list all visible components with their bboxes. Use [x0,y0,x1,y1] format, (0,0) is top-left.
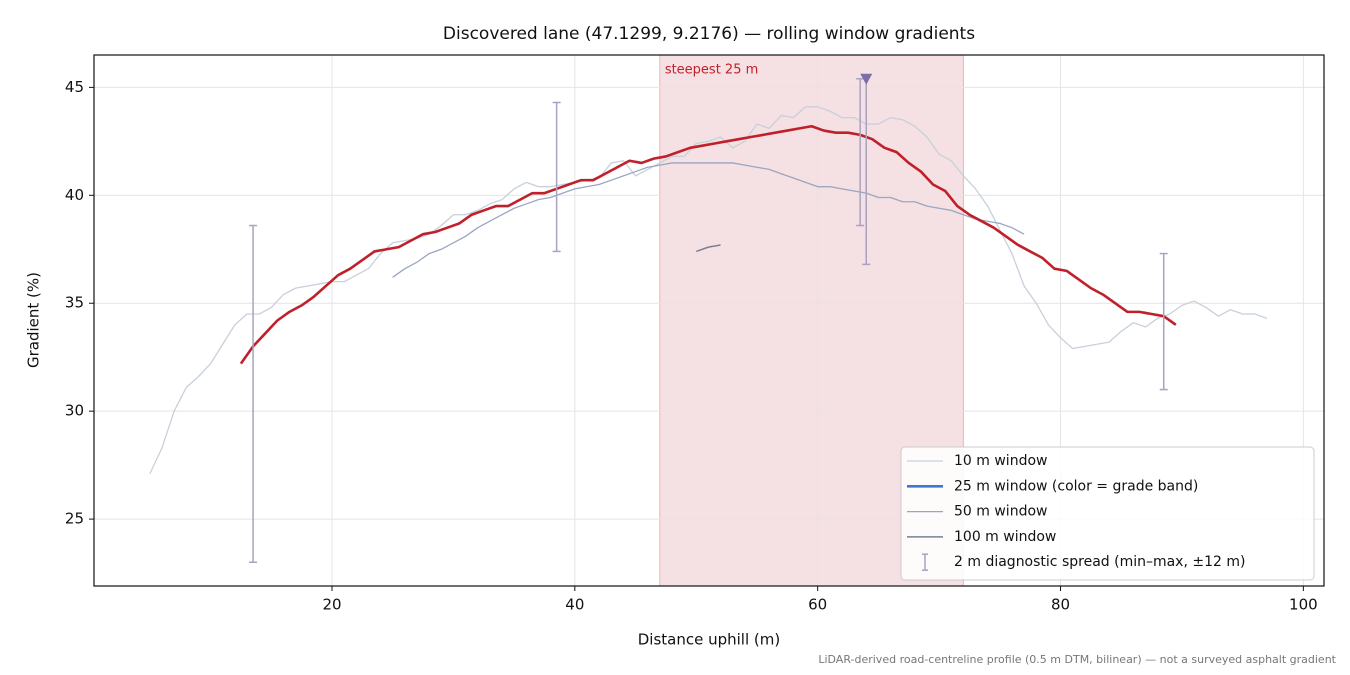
band-label: steepest 25 m [665,63,758,78]
line-series [149,106,1268,475]
x-tick-label: 80 [1051,596,1070,614]
x-axis-label: Distance uphill (m) [638,631,780,649]
legend-label: 25 m window (color = grade band) [954,478,1198,494]
y-tick-label: 45 [65,78,84,96]
error-bar [1159,252,1168,391]
plot-frame [93,54,1325,587]
y-axis-label: Gradient (%) [25,272,43,368]
line-series [695,244,721,253]
legend-label: 10 m window [954,453,1047,469]
error-bar [552,101,561,253]
y-tick-label: 25 [65,510,84,528]
legend-box [900,446,1315,581]
x-tick-label: 100 [1289,596,1318,614]
x-tick-label: 40 [565,596,584,614]
x-tick-label: 20 [322,596,341,614]
y-tick-label: 40 [65,186,84,204]
error-bar [249,224,258,564]
y-tick-label: 35 [65,294,84,312]
x-tick-label: 60 [808,596,827,614]
peak-marker [860,73,873,85]
legend-label: 50 m window [954,504,1047,520]
chart-title: Discovered lane (47.1299, 9.2176) — roll… [443,24,975,44]
legend-label: 2 m diagnostic spread (min–max, ±12 m) [954,554,1245,570]
footnote: LiDAR-derived road-centreline profile (0… [818,653,1336,666]
y-tick-label: 30 [65,402,84,420]
line-series [392,162,1025,278]
line-series [239,124,1177,365]
error-bar [856,77,865,227]
legend-label: 100 m window [954,529,1056,545]
